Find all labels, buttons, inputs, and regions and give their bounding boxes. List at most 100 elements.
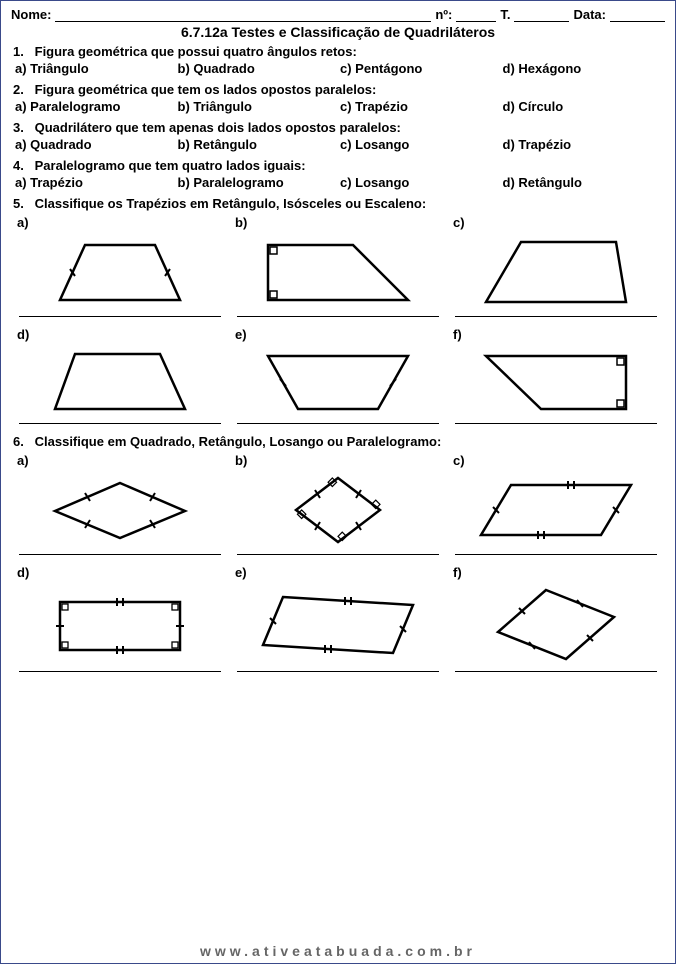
q5-ans-b[interactable] xyxy=(237,316,439,317)
q6-ans-b[interactable] xyxy=(237,554,439,555)
q6-lbl-b: b) xyxy=(235,453,441,468)
parallelogram-c xyxy=(453,470,659,550)
q5-cell-a: a) xyxy=(11,213,229,323)
q1-opt-d[interactable]: d) Hexágono xyxy=(503,61,666,76)
q6-text: Classifique em Quadrado, Retângulo, Losa… xyxy=(35,434,442,449)
q4-opt-d[interactable]: d) Retângulo xyxy=(503,175,666,190)
q6-num: 6. xyxy=(13,434,31,449)
worksheet-title: 6.7.12a Testes e Classificação de Quadri… xyxy=(11,24,665,40)
square-b xyxy=(235,470,441,550)
q5-cell-e: e) xyxy=(229,325,447,430)
q6-ans-f[interactable] xyxy=(455,671,657,672)
q5-lbl-b: b) xyxy=(235,215,441,230)
question-3: 3. Quadrilátero que tem apenas dois lado… xyxy=(13,120,665,135)
q5-ans-d[interactable] xyxy=(19,423,221,424)
q1-opts: a) Triângulo b) Quadrado c) Pentágono d)… xyxy=(15,61,665,76)
q6-cell-f: f) xyxy=(447,563,665,678)
q5-num: 5. xyxy=(13,196,31,211)
q2-text: Figura geométrica que tem os lados opost… xyxy=(35,82,377,97)
q6-cell-d: d) xyxy=(11,563,229,678)
name-label: Nome: xyxy=(11,7,51,22)
q6-lbl-c: c) xyxy=(453,453,659,468)
q4-text: Paralelogramo que tem quatro lados iguai… xyxy=(35,158,306,173)
q2-opt-d[interactable]: d) Círculo xyxy=(503,99,666,114)
q6-ans-e[interactable] xyxy=(237,671,439,672)
q5-cell-d: d) xyxy=(11,325,229,430)
num-label: nº: xyxy=(435,7,452,22)
q5-cell-f: f) xyxy=(447,325,665,430)
q2-opt-c[interactable]: c) Trapézio xyxy=(340,99,503,114)
q5-lbl-a: a) xyxy=(17,215,223,230)
q6-cell-b: b) xyxy=(229,451,447,561)
q5-ans-f[interactable] xyxy=(455,423,657,424)
class-label: T. xyxy=(500,7,510,22)
q3-opt-c[interactable]: c) Losango xyxy=(340,137,503,152)
q2-opt-a[interactable]: a) Paralelogramo xyxy=(15,99,178,114)
rhombus-f xyxy=(453,582,659,667)
q4-opts: a) Trapézio b) Paralelogramo c) Losango … xyxy=(15,175,665,190)
parallelogram-e xyxy=(235,582,441,667)
q1-num: 1. xyxy=(13,44,31,59)
q4-opt-a[interactable]: a) Trapézio xyxy=(15,175,178,190)
q5-ans-a[interactable] xyxy=(19,316,221,317)
question-5: 5. Classifique os Trapézios em Retângulo… xyxy=(13,196,665,211)
q3-text: Quadrilátero que tem apenas dois lados o… xyxy=(35,120,401,135)
q5-row2: d) e) f) xyxy=(11,325,665,430)
q5-lbl-e: e) xyxy=(235,327,441,342)
footer-url: www.ativeatabuada.com.br xyxy=(1,943,675,959)
q4-num: 4. xyxy=(13,158,31,173)
q1-text: Figura geométrica que possui quatro ângu… xyxy=(35,44,357,59)
trapezoid-isosceles-e xyxy=(235,344,441,419)
q5-cell-b: b) xyxy=(229,213,447,323)
q6-lbl-f: f) xyxy=(453,565,659,580)
question-6: 6. Classifique em Quadrado, Retângulo, L… xyxy=(13,434,665,449)
q6-ans-d[interactable] xyxy=(19,671,221,672)
q5-ans-e[interactable] xyxy=(237,423,439,424)
trapezoid-right-f xyxy=(453,344,659,419)
q5-lbl-c: c) xyxy=(453,215,659,230)
question-2: 2. Figura geométrica que tem os lados op… xyxy=(13,82,665,97)
worksheet-page: Nome: nº: T. Data: 6.7.12a Testes e Clas… xyxy=(0,0,676,964)
q3-opt-b[interactable]: b) Retângulo xyxy=(178,137,341,152)
q6-ans-c[interactable] xyxy=(455,554,657,555)
trapezoid-scalene-c xyxy=(453,232,659,312)
q3-num: 3. xyxy=(13,120,31,135)
q4-opt-b[interactable]: b) Paralelogramo xyxy=(178,175,341,190)
date-blank[interactable] xyxy=(610,8,665,22)
q5-ans-c[interactable] xyxy=(455,316,657,317)
q6-lbl-a: a) xyxy=(17,453,223,468)
q6-lbl-d: d) xyxy=(17,565,223,580)
q6-ans-a[interactable] xyxy=(19,554,221,555)
q5-row1: a) b) c) xyxy=(11,213,665,323)
q6-row2: d) e) xyxy=(11,563,665,678)
q2-opt-b[interactable]: b) Triângulo xyxy=(178,99,341,114)
q1-opt-a[interactable]: a) Triângulo xyxy=(15,61,178,76)
rectangle-d xyxy=(17,582,223,667)
name-blank[interactable] xyxy=(55,8,431,22)
q5-text: Classifique os Trapézios em Retângulo, I… xyxy=(35,196,427,211)
trapezoid-isosceles-a xyxy=(17,232,223,312)
q1-opt-b[interactable]: b) Quadrado xyxy=(178,61,341,76)
q3-opt-d[interactable]: d) Trapézio xyxy=(503,137,666,152)
q5-lbl-d: d) xyxy=(17,327,223,342)
q1-opt-c[interactable]: c) Pentágono xyxy=(340,61,503,76)
date-label: Data: xyxy=(573,7,606,22)
q3-opt-a[interactable]: a) Quadrado xyxy=(15,137,178,152)
trapezoid-scalene-d xyxy=(17,344,223,419)
header-row: Nome: nº: T. Data: xyxy=(11,7,665,22)
q3-opts: a) Quadrado b) Retângulo c) Losango d) T… xyxy=(15,137,665,152)
q6-cell-c: c) xyxy=(447,451,665,561)
question-4: 4. Paralelogramo que tem quatro lados ig… xyxy=(13,158,665,173)
trapezoid-right-b xyxy=(235,232,441,312)
q6-cell-e: e) xyxy=(229,563,447,678)
q5-lbl-f: f) xyxy=(453,327,659,342)
q4-opt-c[interactable]: c) Losango xyxy=(340,175,503,190)
rhombus-a xyxy=(17,470,223,550)
q6-row1: a) b) xyxy=(11,451,665,561)
num-blank[interactable] xyxy=(456,8,496,22)
q6-lbl-e: e) xyxy=(235,565,441,580)
q2-num: 2. xyxy=(13,82,31,97)
q2-opts: a) Paralelogramo b) Triângulo c) Trapézi… xyxy=(15,99,665,114)
q5-cell-c: c) xyxy=(447,213,665,323)
class-blank[interactable] xyxy=(514,8,569,22)
